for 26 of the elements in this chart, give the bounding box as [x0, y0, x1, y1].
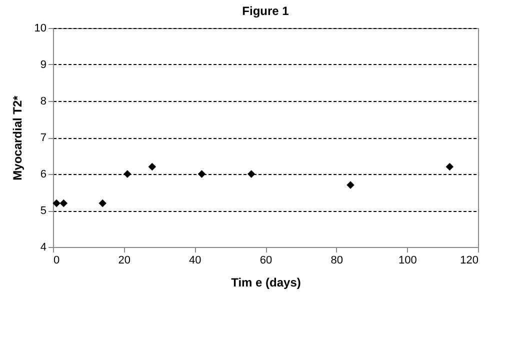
y-tick-label: 9: [40, 59, 46, 71]
y-tick-label: 7: [40, 132, 46, 144]
x-tick-label: 80: [330, 254, 343, 266]
point: [98, 199, 106, 208]
point: [198, 170, 206, 178]
point: [148, 162, 156, 171]
y-tick-label: 6: [40, 168, 46, 180]
y-tick-label: 10: [34, 22, 46, 34]
x-tick-label: 0: [54, 254, 60, 266]
point: [52, 199, 60, 208]
point: [446, 162, 454, 171]
point: [346, 181, 354, 189]
chart-title: Figure 1: [242, 4, 290, 18]
y-tick-label: 8: [40, 96, 46, 108]
x-tick-label: 120: [460, 254, 478, 266]
point: [247, 170, 256, 178]
point: [60, 199, 68, 208]
x-tick-label: 20: [118, 254, 130, 266]
x-tick-label: 40: [189, 254, 202, 266]
y-axis-title: Myocardial T2*: [10, 95, 24, 180]
point: [124, 170, 132, 178]
y-tick-label: 5: [40, 205, 46, 217]
y-tick-label: 4: [40, 242, 46, 254]
x-tick-label: 100: [398, 254, 417, 266]
x-tick-label: 60: [260, 254, 272, 266]
x-axis-title: Tim e (days): [231, 276, 301, 290]
